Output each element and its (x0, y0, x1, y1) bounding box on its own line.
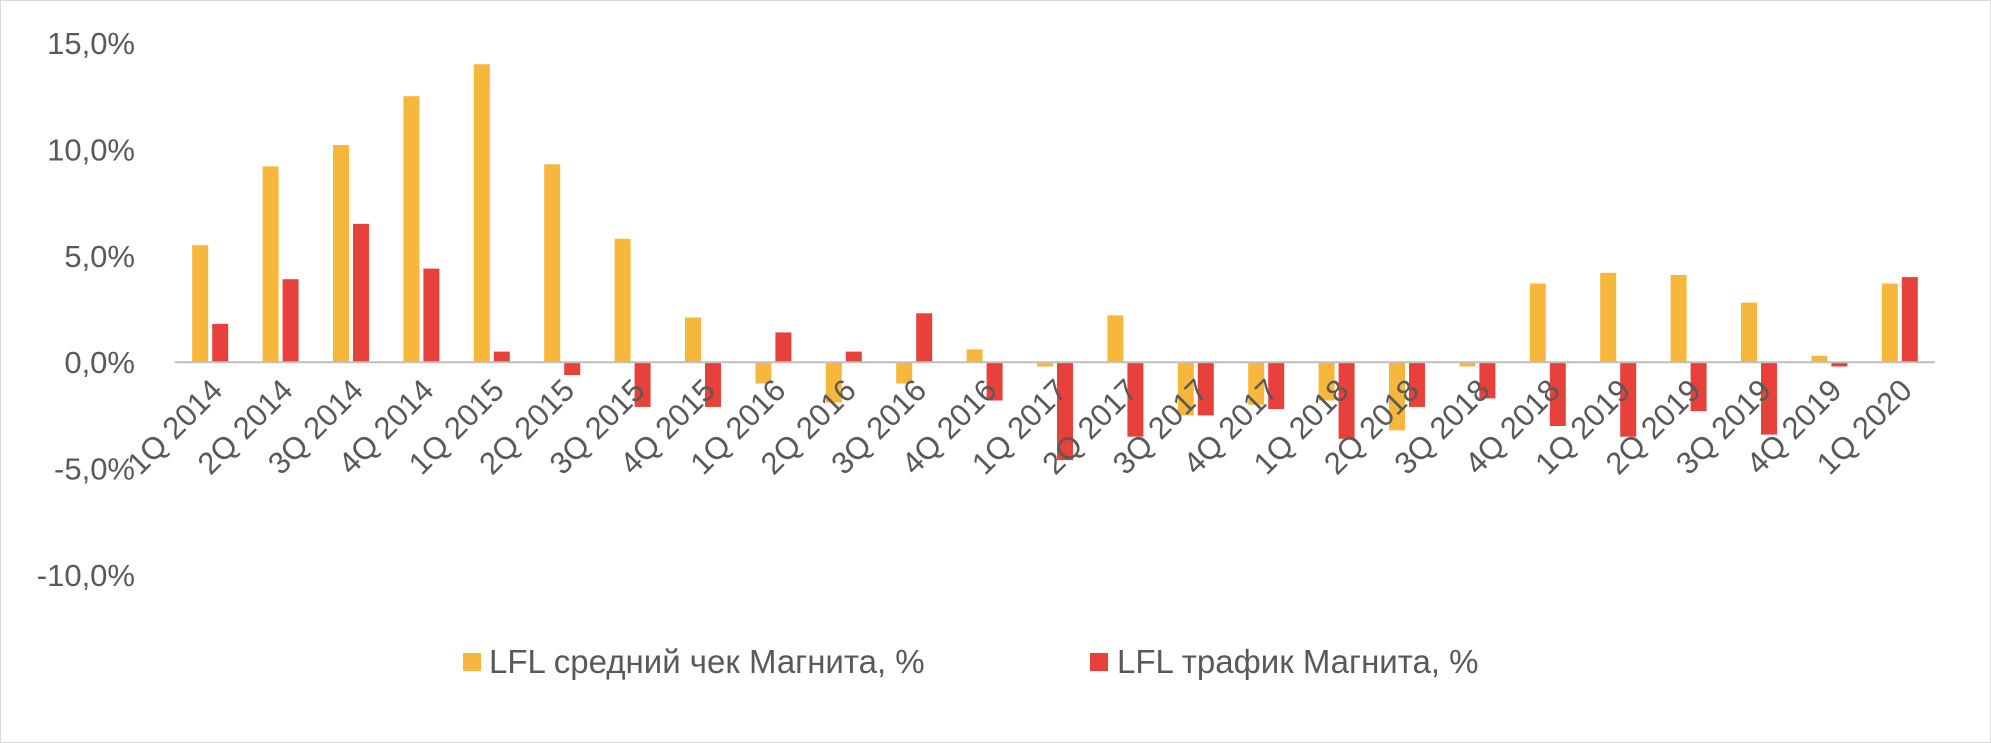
y-tick-label: 10,0% (47, 132, 135, 167)
bar-traffic-1q-2017 (1057, 362, 1073, 461)
bar-avg-check-1q-2019 (1600, 272, 1617, 363)
bar-traffic-4q-2016 (986, 362, 1003, 401)
bar-avg-check-3q-2017 (1177, 362, 1194, 416)
y-tick-label: 5,0% (64, 239, 135, 274)
bar-traffic-2q-2018 (1409, 362, 1425, 407)
bar-traffic-3q-2015 (634, 362, 651, 407)
bar-traffic-3q-2016 (916, 313, 933, 363)
bar-avg-check-2q-2015 (544, 164, 561, 363)
bar-traffic-1q-2019 (1620, 362, 1637, 437)
bar-traffic-1q-2020 (1901, 277, 1918, 363)
bar-traffic-2q-2017 (1127, 362, 1144, 437)
bar-avg-check-2q-2014 (262, 166, 279, 363)
bar-avg-check-1q-2020 (1881, 283, 1898, 363)
bar-traffic-2q-2019 (1690, 362, 1707, 412)
legend-swatch-avg-check (463, 653, 481, 671)
bar-traffic-4q-2019 (1831, 362, 1848, 367)
bar-avg-check-1q-2014 (192, 245, 209, 363)
legend: LFL средний чек Магнита, % LFL трафик Маг… (463, 643, 1479, 680)
bar-avg-check-4q-2018 (1529, 283, 1546, 363)
bar-traffic-1q-2015 (493, 351, 510, 363)
bar-traffic-1q-2016 (775, 332, 792, 363)
bar-traffic-4q-2014 (423, 268, 440, 363)
bar-avg-check-1q-2015 (473, 64, 490, 363)
bar-avg-check-4q-2014 (403, 96, 420, 363)
bar-avg-check-3q-2014 (333, 145, 349, 363)
legend-label-traffic: LFL трафик Магнита, % (1117, 643, 1479, 680)
bar-avg-check-3q-2019 (1741, 302, 1757, 363)
bar-traffic-2q-2016 (845, 351, 862, 363)
bar-avg-check-4q-2016 (966, 349, 983, 363)
y-tick-label: 0,0% (64, 345, 135, 380)
bar-traffic-3q-2014 (353, 223, 369, 363)
bar-avg-check-3q-2018 (1459, 362, 1476, 367)
bars-layer (192, 64, 1918, 461)
bar-avg-check-2q-2019 (1670, 275, 1687, 363)
bar-avg-check-4q-2017 (1248, 362, 1265, 405)
bar-traffic-4q-2018 (1549, 362, 1566, 426)
y-tick-label: 15,0% (47, 26, 135, 61)
bar-traffic-1q-2014 (212, 323, 229, 363)
legend-swatch-traffic (1090, 653, 1108, 671)
bar-avg-check-2q-2016 (825, 362, 842, 403)
y-tick-label: -10,0% (37, 558, 135, 593)
y-axis-ticks: 15,0% 10,0% 5,0% 0,0% -5,0% -10,0% (37, 26, 135, 593)
bar-traffic-1q-2018 (1338, 362, 1355, 439)
bar-avg-check-2q-2018 (1389, 362, 1405, 431)
bar-avg-check-2q-2017 (1107, 315, 1124, 363)
bar-traffic-2q-2015 (564, 362, 581, 375)
bar-avg-check-3q-2015 (614, 238, 631, 363)
bar-avg-check-4q-2019 (1811, 355, 1828, 363)
bar-traffic-2q-2014 (282, 279, 299, 363)
bar-traffic-3q-2017 (1197, 362, 1214, 416)
legend-label-avg-check: LFL средний чек Магнита, % (489, 643, 925, 680)
bar-avg-check-4q-2015 (685, 317, 701, 363)
bar-avg-check-1q-2018 (1318, 362, 1335, 401)
bar-traffic-3q-2019 (1761, 362, 1777, 435)
bar-traffic-4q-2015 (705, 362, 721, 407)
bar-avg-check-1q-2016 (755, 362, 772, 384)
bar-avg-check-1q-2017 (1037, 362, 1053, 367)
bar-avg-check-3q-2016 (896, 362, 913, 384)
bar-traffic-4q-2017 (1268, 362, 1285, 409)
bar-traffic-3q-2018 (1479, 362, 1496, 399)
y-tick-label: -5,0% (54, 452, 135, 487)
